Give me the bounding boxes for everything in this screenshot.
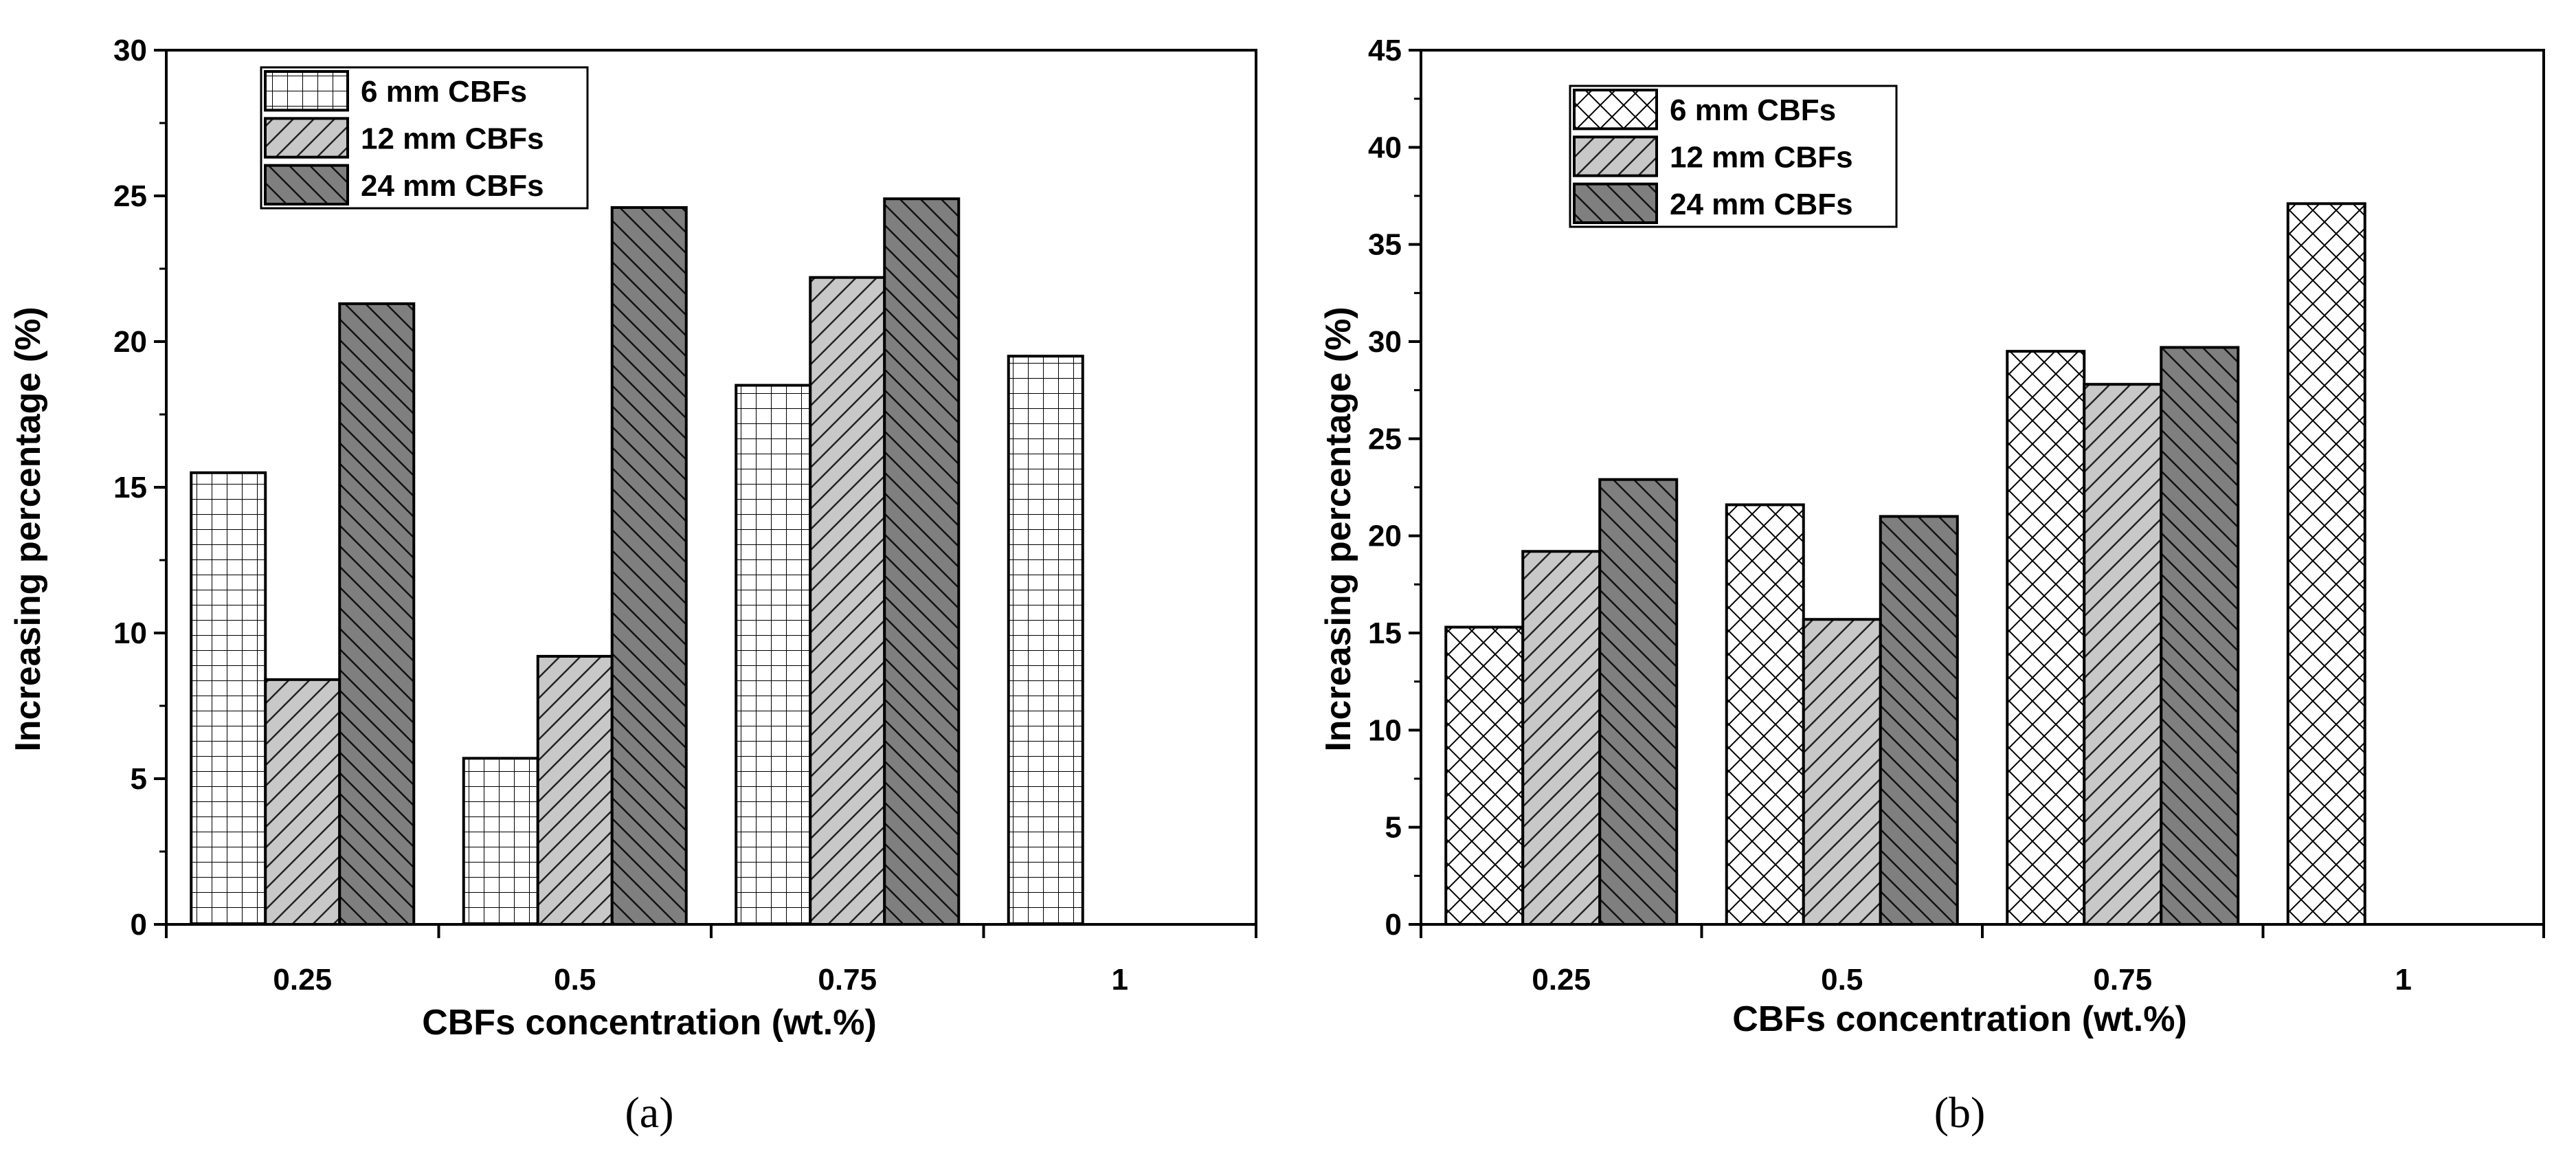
legend-swatch: [1573, 89, 1658, 131]
legend-swatch: [1573, 135, 1658, 177]
bar-6-mm-cbfs-1: [2286, 202, 2366, 926]
legend-swatch: [264, 164, 349, 206]
x-tick-label: 0.75: [2093, 963, 2152, 997]
chart-panel-b: 0 5 10 15 20 25 30 35 40 45 0.25 0.5 0.75 1 Increasi…: [1319, 34, 2545, 1137]
y-tick-label: 10: [113, 616, 147, 650]
bar-24-mm-cbfs-0.5: [1879, 515, 1959, 926]
y-tick-label: 30: [1368, 325, 1402, 359]
x-axis-title: CBFs concentration (wt.%): [422, 1003, 877, 1043]
bar-6-mm-cbfs-0.5: [1725, 503, 1805, 926]
y-tick-label: 5: [1385, 811, 1402, 845]
bar-12-mm-cbfs-0.25: [264, 678, 341, 926]
legend: 6 mm CBFs 12 mm CBFs 24 mm CBFs: [260, 66, 589, 210]
x-axis-ticks: 0.25 0.5 0.75 1: [1420, 924, 2545, 997]
x-tick-label: 0.25: [273, 963, 332, 997]
y-tick-label: 15: [113, 471, 147, 504]
legend-label: 6 mm CBFs: [361, 75, 527, 109]
x-tick-label: 1: [1112, 963, 1128, 997]
x-tick-label: 0.5: [554, 963, 596, 997]
chart-panel-a: 0 5 10 15 20 25 30 0.25 0.5 0.75 1 Increasing per…: [8, 34, 1257, 1137]
y-tick-label: 0: [131, 908, 147, 942]
bar-6-mm-cbfs-1: [1007, 355, 1084, 926]
bar-24-mm-cbfs-0.25: [338, 302, 416, 926]
y-tick-label: 10: [1368, 713, 1402, 747]
y-tick-label: 5: [131, 762, 147, 796]
bar-12-mm-cbfs-0.5: [536, 654, 614, 926]
legend-swatch: [1573, 182, 1658, 224]
bar-12-mm-cbfs-0.25: [1521, 550, 1602, 926]
y-tick-label: 25: [1368, 422, 1402, 456]
y-tick-label: 25: [113, 179, 147, 213]
bar-6-mm-cbfs-0.75: [735, 384, 812, 926]
y-tick-label: 20: [113, 325, 147, 359]
legend: 6 mm CBFs 12 mm CBFs 24 mm CBFs: [1569, 85, 1898, 228]
bar-24-mm-cbfs-0.25: [1598, 478, 1679, 926]
y-axis-title: Increasing percentage (%): [1319, 307, 1358, 751]
bar-6-mm-cbfs-0.25: [1444, 625, 1525, 926]
x-tick-label: 1: [2395, 963, 2412, 997]
bar-6-mm-cbfs-0.5: [462, 757, 539, 926]
legend-label: 12 mm CBFs: [361, 122, 544, 156]
bar-6-mm-cbfs-0.25: [190, 471, 267, 926]
legend-label: 6 mm CBFs: [1670, 93, 1836, 127]
bar-24-mm-cbfs-0.75: [2160, 346, 2240, 926]
bar-12-mm-cbfs-0.75: [2083, 383, 2163, 926]
panel-label: (a): [625, 1088, 673, 1137]
y-tick-label: 20: [1368, 520, 1402, 553]
y-axis-ticks: 0 5 10 15 20 25 30 35 40 45: [1368, 34, 1421, 942]
legend-label: 24 mm CBFs: [361, 169, 544, 203]
bar-group: [1444, 202, 2366, 926]
legend-label: 24 mm CBFs: [1670, 188, 1853, 221]
bar-24-mm-cbfs-0.75: [883, 197, 961, 926]
y-tick-label: 0: [1385, 908, 1402, 942]
x-tick-label: 0.5: [1821, 963, 1863, 997]
x-tick-label: 0.75: [818, 963, 877, 997]
y-axis-title: Increasing percentage (%): [8, 307, 48, 751]
bar-12-mm-cbfs-0.75: [809, 276, 886, 926]
panel-label: (b): [1934, 1088, 1986, 1137]
bar-group: [190, 197, 1084, 926]
y-tick-label: 35: [1368, 228, 1402, 262]
y-tick-label: 40: [1368, 131, 1402, 164]
x-tick-label: 0.25: [1532, 963, 1591, 997]
legend-swatch: [264, 117, 349, 159]
y-tick-label: 45: [1368, 34, 1402, 67]
x-axis-ticks: 0.25 0.5 0.75 1: [165, 924, 1257, 997]
y-tick-label: 15: [1368, 616, 1402, 650]
bar-12-mm-cbfs-0.5: [1802, 618, 1882, 926]
bar-24-mm-cbfs-0.5: [610, 205, 688, 926]
legend-swatch: [264, 70, 349, 112]
y-axis-ticks: 0 5 10 15 20 25 30: [113, 34, 166, 942]
bar-6-mm-cbfs-0.75: [2006, 350, 2086, 926]
legend-label: 12 mm CBFs: [1670, 141, 1853, 175]
y-tick-label: 30: [113, 34, 147, 67]
x-axis-title: CBFs concentration (wt.%): [1732, 999, 2187, 1039]
